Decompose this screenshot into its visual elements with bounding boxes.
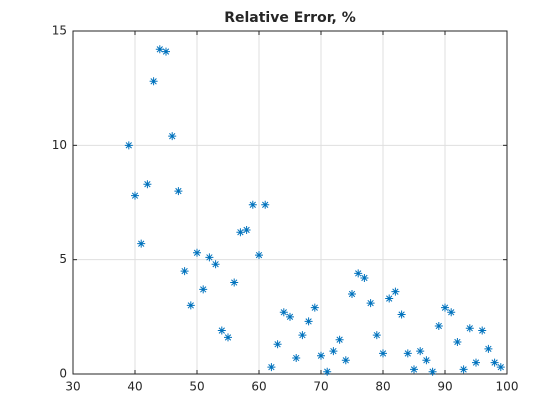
y-tick-label: 5 [59,252,67,266]
marker [248,200,257,209]
marker [410,365,418,374]
marker [292,353,301,362]
marker [465,324,474,333]
marker [137,239,146,248]
marker [335,335,344,344]
marker [186,301,195,310]
marker [496,363,505,372]
marker [162,47,170,56]
x-tick-label: 60 [251,380,266,394]
marker [205,253,214,262]
marker [267,363,276,372]
x-tick-label: 80 [375,380,390,394]
marker [224,333,232,342]
x-tick-label: 100 [496,380,519,394]
marker [472,358,480,367]
marker [211,260,220,269]
marker [366,299,375,308]
marker [428,367,437,376]
x-tick-label: 40 [127,380,142,394]
marker [490,358,499,367]
marker [323,367,332,376]
axes-box [72,30,508,375]
marker [459,365,468,374]
y-tick-label: 0 [59,367,67,381]
marker [261,200,270,209]
marker [397,310,406,319]
marker [304,317,313,326]
marker [372,331,381,340]
marker [279,308,288,317]
marker [391,287,400,296]
marker [180,267,189,276]
marker [484,344,493,353]
marker [348,289,356,298]
marker [230,278,239,287]
marker [441,303,449,312]
marker [360,273,369,282]
marker [317,351,325,360]
marker [193,248,201,257]
marker [298,331,307,340]
marker [143,180,152,189]
marker [379,349,387,358]
marker [385,294,394,303]
marker [255,251,263,260]
marker [286,312,294,321]
marker [236,228,245,237]
marker [124,141,133,150]
y-tick-label: 15 [52,24,67,38]
marker [273,340,282,349]
marker [310,303,319,312]
marker [453,337,462,346]
marker [416,347,425,356]
marker [341,356,350,365]
x-tick-label: 90 [437,380,452,394]
marker [155,45,164,54]
marker [354,269,363,278]
y-tick-label: 10 [52,138,67,152]
marker [174,187,183,196]
marker [199,285,208,294]
marker [217,326,226,335]
x-tick-label: 30 [65,380,80,394]
marker [149,77,158,86]
marker [242,225,251,234]
marker [168,132,177,141]
marker [434,321,443,330]
marker [478,326,487,335]
x-tick-label: 50 [189,380,204,394]
marker [447,308,456,317]
marker [329,347,338,356]
marker [422,356,431,365]
x-tick-label: 70 [313,380,328,394]
marker [131,191,139,200]
marker [403,349,412,358]
chart-title: Relative Error, % [224,10,356,26]
